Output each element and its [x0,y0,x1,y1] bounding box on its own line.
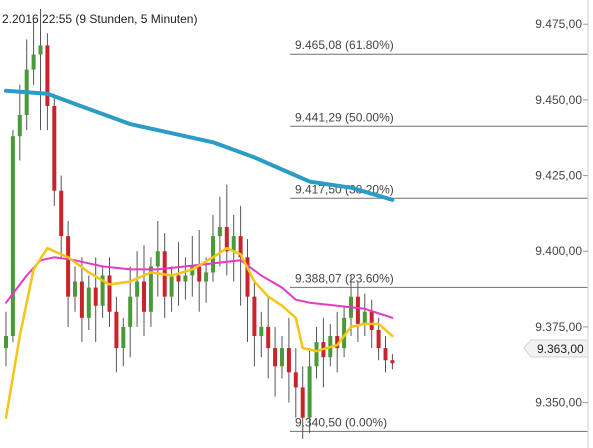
candle-body [231,236,236,252]
candle-body [121,326,126,349]
candle-body [369,311,374,330]
last-price-label: 9.363,00 [537,342,584,356]
candle-body [293,372,298,388]
candle-body [238,236,243,258]
candle-body [224,227,229,252]
candle-body [45,45,50,106]
candlesticks [4,9,395,439]
moving-average-lines [4,88,395,419]
candle-body [176,275,181,282]
candle-body [252,296,257,336]
candle-body [300,387,305,418]
candle-body [73,281,77,297]
y-tick-label: 9.400,00 [535,244,582,258]
candle-body [79,281,84,318]
candle-body [66,236,71,297]
candle-body [211,236,215,273]
candle-body [286,348,291,373]
y-tick-label: 9.475,00 [535,17,582,31]
last-price-badge: 9.363,00 [523,339,589,358]
candle-body [355,296,360,324]
fibonacci-label: 9.388,07 (23.60%) [295,271,394,285]
candle-body [128,296,133,327]
candle-body [93,287,98,306]
y-axis: 9.475,00 9.450,00 9.425,00 9.400,00 9.375,00… [535,0,589,448]
candle-body [31,54,36,70]
y-tick-label: 9.425,00 [535,169,582,183]
candle-body [169,275,174,297]
fibonacci-label: 9.465,08 (61.80%) [295,38,394,52]
candle-body [148,266,153,312]
candle-body [342,317,347,349]
candle-body [142,281,146,312]
y-tick-label: 9.375,00 [535,320,582,334]
candle-body [314,342,319,367]
candle-body [59,190,64,237]
chart-title: 2.2016 22:55 (9 Stunden, 5 Minuten) [2,12,197,26]
moving-average-line [4,246,394,419]
fibonacci-label: 9.441,29 (50.00%) [295,110,394,124]
candle-body [266,326,271,349]
candle-body [155,251,160,267]
candle-body [135,281,140,297]
candle-body [204,272,209,282]
candle-body [383,348,388,361]
candle-body [4,336,8,349]
candle-body [52,105,57,191]
candle-body [280,348,284,367]
candle-body [197,266,202,282]
fibonacci-label: 9.340,50 (0.00%) [295,415,387,429]
fibonacci-levels: 9.465,08 (61.80%)9.441,29 (50.00%)9.417,… [290,38,588,432]
candle-body [107,275,112,312]
candle-body [376,329,381,349]
candle-body [245,257,250,297]
candle-body [390,360,395,364]
candle-body [86,287,91,318]
y-tick-label: 9.450,00 [535,93,582,107]
candle-body [217,227,222,237]
candle-body [335,336,340,349]
moving-average-line [4,88,395,202]
candle-body [190,266,195,276]
candle-body [17,115,22,137]
candle-body [100,275,105,306]
candle-body [10,136,15,336]
candle-body [38,45,43,55]
candle-body [307,366,312,418]
candle-body [362,311,367,324]
candle-body [183,275,188,282]
candle-body [114,311,119,349]
candle-body [273,348,278,367]
y-tick-label: 9.350,00 [535,396,582,410]
candle-body [259,326,264,336]
